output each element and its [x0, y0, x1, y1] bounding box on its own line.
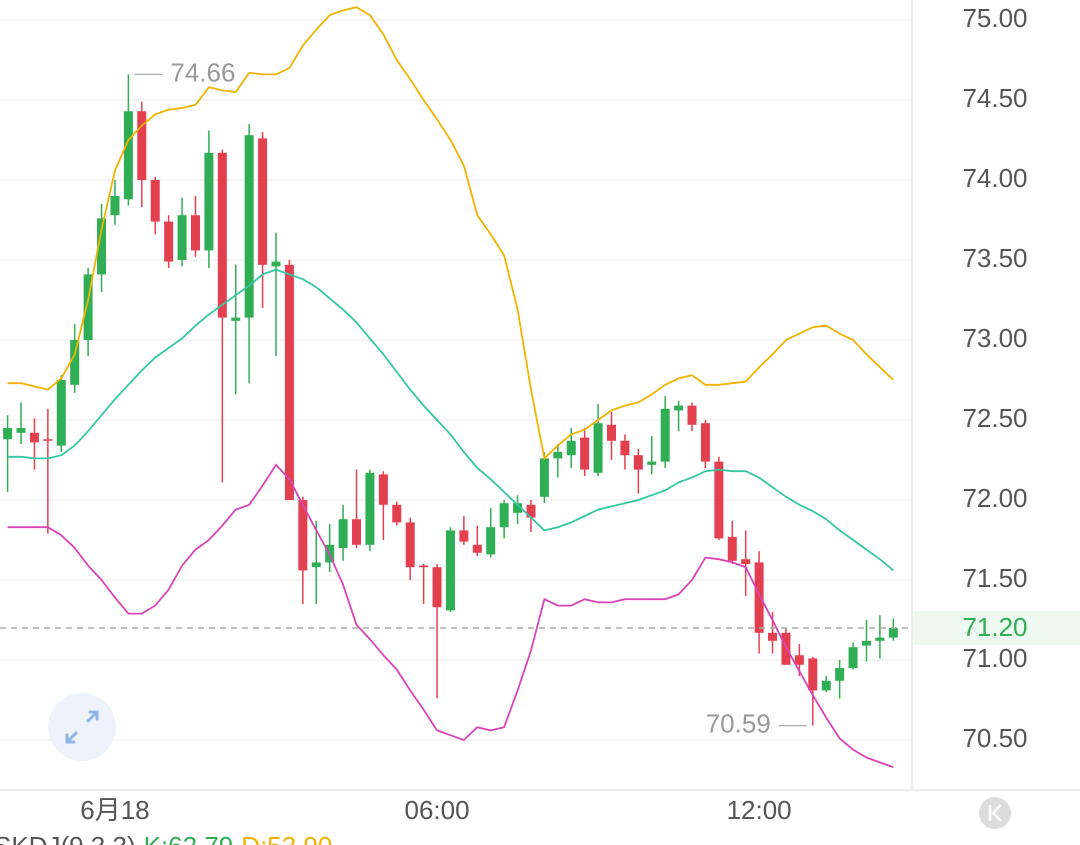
candle-body — [794, 655, 804, 665]
candle-body — [741, 559, 751, 564]
candle-body — [70, 340, 80, 385]
candle-body — [647, 461, 657, 465]
candle-body — [352, 519, 362, 545]
candle-body — [43, 439, 53, 441]
x-tick-label: 12:00 — [727, 795, 792, 825]
y-tick-label: 75.00 — [962, 3, 1027, 33]
reset-bg[interactable] — [979, 797, 1011, 829]
indicator-label: SKDJ(9,3,3) — [0, 831, 136, 845]
candle-body — [432, 567, 442, 608]
candle-body — [137, 111, 147, 180]
candle-body — [754, 562, 764, 633]
band-line — [7, 463, 894, 769]
candle-body — [633, 455, 643, 470]
y-tick-label: 74.00 — [962, 163, 1027, 193]
candle-body — [365, 472, 375, 545]
candle-body — [110, 196, 120, 216]
candle-body — [311, 562, 321, 568]
candle-body — [231, 317, 241, 321]
candle-body — [150, 180, 160, 222]
candle-body — [164, 221, 174, 262]
d-label: D:53.90 — [241, 831, 332, 845]
candle-body — [3, 428, 13, 440]
y-tick-label: 72.00 — [962, 483, 1027, 513]
expand-icon[interactable] — [65, 710, 99, 744]
reset-button[interactable] — [979, 797, 1011, 829]
candle-body — [486, 527, 496, 555]
min-label: 70.59 — [706, 708, 771, 738]
candle-body — [499, 503, 509, 528]
indicator-header: SKDJ(9,3,3) K:62.79 D:53.90 — [0, 831, 332, 845]
candle-body — [861, 640, 871, 646]
expand-bg[interactable] — [48, 693, 116, 761]
candle-body — [378, 474, 388, 505]
reset-icon[interactable] — [988, 804, 1002, 822]
y-tick-label: 72.50 — [962, 403, 1027, 433]
candle-body — [83, 274, 93, 340]
candle-body — [513, 503, 523, 513]
candle-body — [687, 405, 697, 425]
y-tick-label: 73.00 — [962, 323, 1027, 353]
candle-body — [808, 658, 818, 691]
candle-body — [459, 530, 469, 542]
candle-body — [714, 461, 724, 539]
candle-body — [472, 544, 482, 553]
expand-button[interactable] — [48, 693, 116, 761]
candle-body — [56, 380, 66, 446]
candle-body — [217, 152, 227, 318]
candle-body — [835, 668, 845, 681]
candle-body — [580, 437, 590, 470]
y-tick-label: 73.50 — [962, 243, 1027, 273]
candle-body — [553, 452, 563, 459]
candle-body — [539, 458, 549, 497]
candle-body — [244, 135, 254, 318]
band-line — [7, 268, 894, 572]
candle-body — [888, 628, 898, 638]
candle-body — [271, 261, 281, 267]
candle-body — [258, 138, 268, 265]
candle-body — [419, 565, 429, 568]
candle-body — [298, 500, 308, 571]
candle-body — [204, 152, 214, 251]
candle-body — [29, 432, 39, 443]
candle-body — [190, 215, 200, 251]
candle-body — [405, 522, 415, 568]
candle-body — [727, 536, 737, 561]
candle-body — [768, 632, 778, 641]
candle-body — [848, 647, 858, 668]
candle-body — [674, 405, 684, 411]
y-tick-label: 70.50 — [962, 723, 1027, 753]
grid — [0, 19, 912, 741]
candle-body — [566, 440, 576, 456]
candle-body — [97, 218, 107, 275]
candle-body — [660, 408, 670, 462]
candle-body — [526, 504, 536, 518]
k-label: K:62.79 — [144, 831, 234, 845]
last-price-bg — [913, 611, 1080, 645]
candle-body — [177, 215, 187, 260]
candle-body — [338, 519, 348, 548]
candle-body — [700, 423, 710, 462]
candle-body — [607, 424, 616, 441]
candle-body — [284, 264, 294, 500]
y-tick-label: 71.00 — [962, 643, 1027, 673]
y-tick-label: 71.50 — [962, 563, 1027, 593]
max-label: 74.66 — [170, 57, 235, 87]
candle-body — [392, 504, 402, 523]
candle-body — [16, 428, 26, 433]
candle-body — [593, 423, 603, 473]
candle-body — [821, 680, 831, 691]
x-tick-label: 06:00 — [405, 795, 470, 825]
candle-body — [123, 111, 133, 200]
x-tick-label: 6月18 — [80, 795, 149, 825]
candle-body — [620, 440, 630, 456]
band-line — [7, 6, 894, 461]
candle-body — [875, 637, 885, 641]
y-tick-label: 74.50 — [962, 83, 1027, 113]
candle-body — [445, 530, 455, 611]
last-price-label: 71.20 — [962, 612, 1027, 642]
